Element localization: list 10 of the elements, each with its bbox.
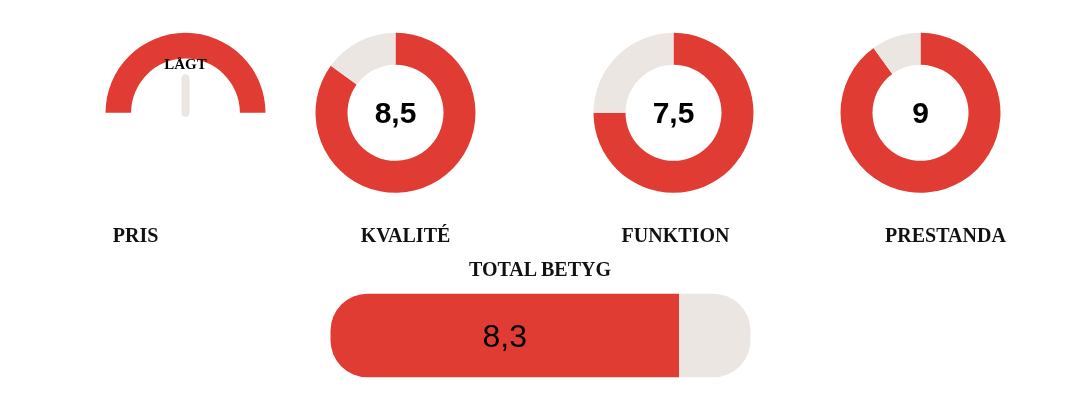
slice-label: LÅGT	[164, 56, 207, 73]
data-label: 9	[912, 95, 929, 129]
data-label: 7,5	[652, 95, 695, 129]
chart-title: TOTAL BETYG	[468, 257, 612, 280]
text: PRESTANDA	[885, 223, 1007, 246]
text: FUNKTION	[621, 223, 730, 246]
data-label: 8,5	[374, 95, 417, 129]
data-label: 8,3	[482, 317, 528, 354]
text: KVALITÉ	[360, 223, 451, 246]
text: PRIS	[112, 223, 159, 246]
